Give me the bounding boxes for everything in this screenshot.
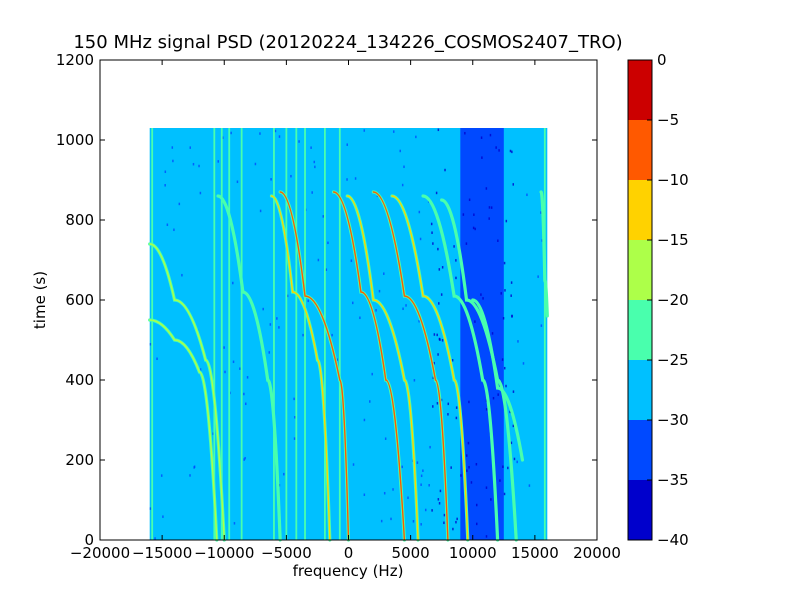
y-tick-label: 200 xyxy=(65,451,94,469)
doppler-track xyxy=(149,243,225,541)
colorbar-tick-label: −40 xyxy=(657,531,689,549)
y-tick-label: 1200 xyxy=(56,51,94,69)
doppler-track xyxy=(472,299,524,461)
doppler-track xyxy=(346,195,419,541)
colorbar-tick-label: 0 xyxy=(657,51,667,69)
x-tick-label: 20000 xyxy=(573,544,621,562)
doppler-track xyxy=(279,191,350,541)
x-tick-label: −10000 xyxy=(194,544,254,562)
doppler-track xyxy=(422,195,499,541)
doppler-track xyxy=(149,319,218,541)
colorbar-tick-label: −25 xyxy=(657,351,689,369)
x-tick-label: 0 xyxy=(344,544,354,562)
x-tick-label: 10000 xyxy=(449,544,497,562)
plot-area xyxy=(99,59,598,542)
chart-title: 150 MHz signal PSD (20120224_134226_COSM… xyxy=(73,32,622,53)
colorbar-band xyxy=(628,360,652,420)
heatmap-image xyxy=(148,128,549,542)
noise-speckle xyxy=(149,128,543,540)
y-tick-label: 400 xyxy=(65,371,94,389)
doppler-tracks xyxy=(148,190,549,542)
x-tick-label: −15000 xyxy=(132,544,192,562)
y-axis-label: time (s) xyxy=(31,271,49,329)
y-tick-label: 800 xyxy=(65,211,94,229)
colorbar-tick-label: −5 xyxy=(657,111,679,129)
colorbar-band xyxy=(628,420,652,480)
x-tick-label: −20000 xyxy=(70,544,130,562)
y-tick-labels: 0 200 400 600 800 1000 1200 xyxy=(56,51,94,549)
doppler-track xyxy=(217,195,281,541)
colorbar-band xyxy=(628,300,652,360)
colorbar-band xyxy=(628,60,652,120)
y-tick-label: 0 xyxy=(84,531,94,549)
colorbar-tick-label: −10 xyxy=(657,171,689,189)
colorbar-tick-label: −15 xyxy=(657,231,689,249)
y-tick-label: 1000 xyxy=(56,131,94,149)
y-tick-label: 600 xyxy=(65,291,94,309)
x-tick-label: −5000 xyxy=(261,544,312,562)
doppler-track xyxy=(270,195,331,541)
doppler-track xyxy=(372,191,449,541)
colorbar: −40 −35 −30 −25 −20 −15 −10 −5 0 xyxy=(627,51,689,549)
colorbar-tick-label: −35 xyxy=(657,471,689,489)
colorbar-tick-label: −20 xyxy=(657,291,689,309)
low-power-band xyxy=(460,128,504,540)
x-tick-label: 5000 xyxy=(392,544,430,562)
colorbar-band xyxy=(628,180,652,240)
colorbar-tick-label: −30 xyxy=(657,411,689,429)
colorbar-band xyxy=(628,240,652,300)
doppler-track xyxy=(391,195,469,541)
x-tick-labels: −20000 −15000 −10000 −5000 0 5000 10000 15000 20… xyxy=(70,544,621,562)
colorbar-band xyxy=(628,480,652,540)
colorbar-band xyxy=(628,120,652,180)
x-axis-label: frequency (Hz) xyxy=(293,562,404,580)
doppler-track xyxy=(332,191,406,541)
doppler-track xyxy=(440,199,517,541)
doppler-track xyxy=(540,191,548,317)
x-tick-label: 15000 xyxy=(511,544,559,562)
